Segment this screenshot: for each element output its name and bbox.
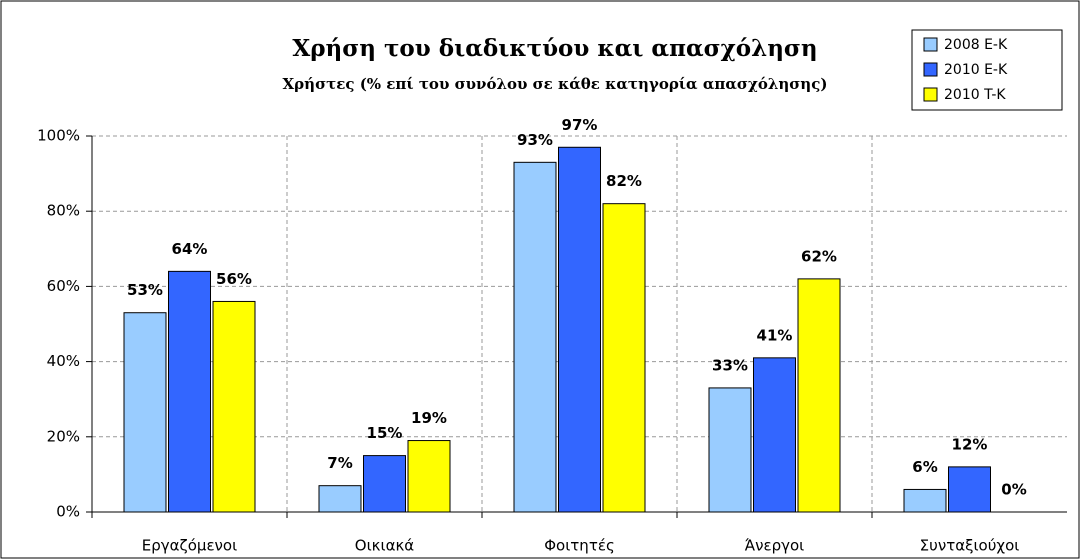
bar xyxy=(318,485,362,513)
y-tick-label: 100% xyxy=(37,127,80,145)
value-label: 62% xyxy=(801,247,837,265)
y-tick-label: 80% xyxy=(47,202,80,220)
bar xyxy=(212,300,256,513)
legend-swatch xyxy=(923,37,938,52)
value-label: 7% xyxy=(327,454,352,472)
value-label: 41% xyxy=(757,326,793,344)
value-label: 64% xyxy=(172,240,208,258)
value-label: 0% xyxy=(1001,481,1026,499)
y-tick-label: 60% xyxy=(47,277,80,295)
bar xyxy=(602,203,646,513)
bar xyxy=(363,455,406,513)
value-label: 53% xyxy=(127,281,163,299)
y-tick-label: 40% xyxy=(47,352,80,370)
x-tick-label: Εργαζόμενοι xyxy=(142,537,237,555)
legend-label: 2010 E-K xyxy=(944,62,1008,78)
chart-title: Χρήση του διαδικτύου και απασχόληση xyxy=(292,35,817,62)
legend-swatch xyxy=(923,87,938,102)
x-tick-label: Οικιακά xyxy=(355,537,415,555)
value-label: 82% xyxy=(606,172,642,190)
bar xyxy=(797,278,841,513)
value-label: 97% xyxy=(562,116,598,134)
value-label: 56% xyxy=(216,270,252,288)
bar xyxy=(168,270,211,513)
y-tick-label: 0% xyxy=(56,503,80,521)
value-label: 15% xyxy=(367,424,403,442)
bar xyxy=(407,440,451,513)
value-label: 93% xyxy=(517,131,553,149)
x-tick-label: Συνταξιούχοι xyxy=(920,537,1020,555)
legend-swatch xyxy=(923,62,938,77)
x-tick-label: Φοιτητές xyxy=(544,537,615,555)
bar xyxy=(558,146,601,513)
bar xyxy=(903,488,947,513)
chart-subtitle: Χρήστες (% επί του συνόλου σε κάθε κατηγ… xyxy=(283,75,828,93)
legend-label: 2008 E-K xyxy=(944,37,1008,53)
bar xyxy=(708,387,752,513)
bar xyxy=(948,466,991,513)
bar xyxy=(753,357,796,513)
value-label: 19% xyxy=(411,409,447,427)
bar xyxy=(513,161,557,513)
value-label: 33% xyxy=(712,356,748,374)
value-label: 12% xyxy=(952,435,988,453)
x-tick-label: Άνεργοι xyxy=(745,537,805,555)
value-label: 6% xyxy=(912,458,937,476)
y-tick-label: 20% xyxy=(47,427,80,445)
legend-label: 2010 T-K xyxy=(944,87,1006,103)
bar xyxy=(123,312,167,513)
